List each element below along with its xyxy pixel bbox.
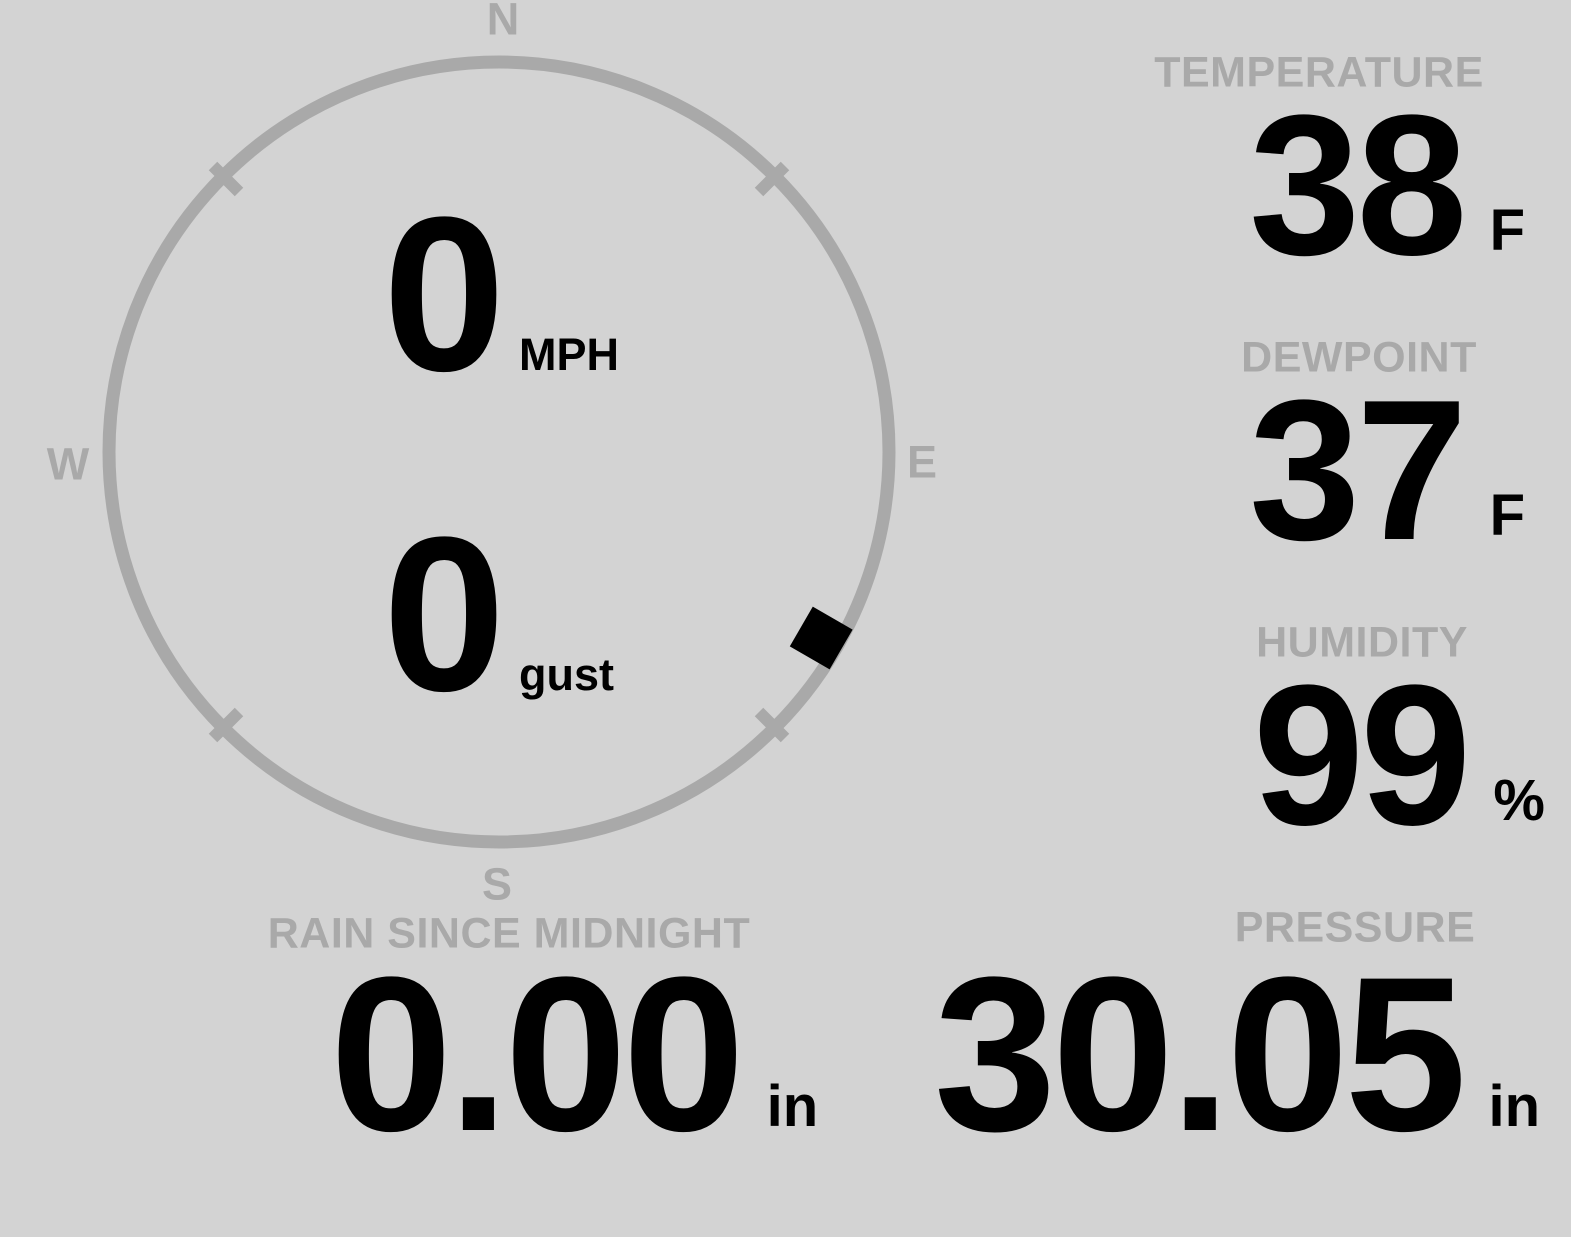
- dewpoint-readout: 37 F: [1249, 371, 1525, 571]
- humidity-label: HUMIDITY: [1256, 618, 1468, 667]
- pressure-unit: in: [1488, 1074, 1540, 1139]
- temperature-readout: 38 F: [1249, 86, 1525, 286]
- humidity-value: 99: [1252, 644, 1471, 867]
- wind-speed-value: 0: [383, 171, 505, 417]
- dewpoint-value: 37: [1249, 359, 1467, 582]
- compass-east-label: E: [906, 436, 938, 488]
- pressure-value: 30.05: [933, 931, 1467, 1177]
- wind-speed-unit: MPH: [518, 329, 619, 380]
- dewpoint-unit: F: [1489, 483, 1525, 548]
- temperature-unit: F: [1489, 198, 1525, 263]
- wind-gust-label: gust: [518, 649, 614, 700]
- pressure-label: PRESSURE: [1234, 903, 1476, 952]
- compass-tick-se-icon: [754, 707, 790, 743]
- dewpoint-label: DEWPOINT: [1241, 333, 1477, 382]
- wind-gust-value: 0: [383, 491, 505, 737]
- humidity-unit: %: [1493, 768, 1545, 833]
- compass-north-label: N: [486, 0, 520, 45]
- wind-speed-readout: 0 MPH: [383, 184, 619, 404]
- compass-west-label: W: [46, 438, 90, 490]
- temperature-value: 38: [1249, 74, 1467, 297]
- rain-value: 0.00: [330, 931, 745, 1177]
- humidity-readout: 99 %: [1253, 656, 1545, 856]
- compass-ring-icon: [102, 55, 896, 849]
- pressure-readout: 30.05 in: [934, 944, 1540, 1164]
- compass-tick-sw-icon: [208, 707, 244, 743]
- compass-tick-ne-icon: [754, 161, 790, 197]
- rain-since-midnight-label: RAIN SINCE MIDNIGHT: [267, 909, 751, 958]
- rain-unit: in: [766, 1074, 819, 1139]
- rain-readout: 0.00 in: [330, 944, 818, 1164]
- wind-gust-readout: 0 gust: [383, 504, 614, 724]
- compass-tick-nw-icon: [208, 161, 244, 197]
- compass-south-label: S: [481, 858, 513, 910]
- temperature-label: TEMPERATURE: [1154, 48, 1484, 97]
- wind-direction-marker-icon: [789, 606, 853, 670]
